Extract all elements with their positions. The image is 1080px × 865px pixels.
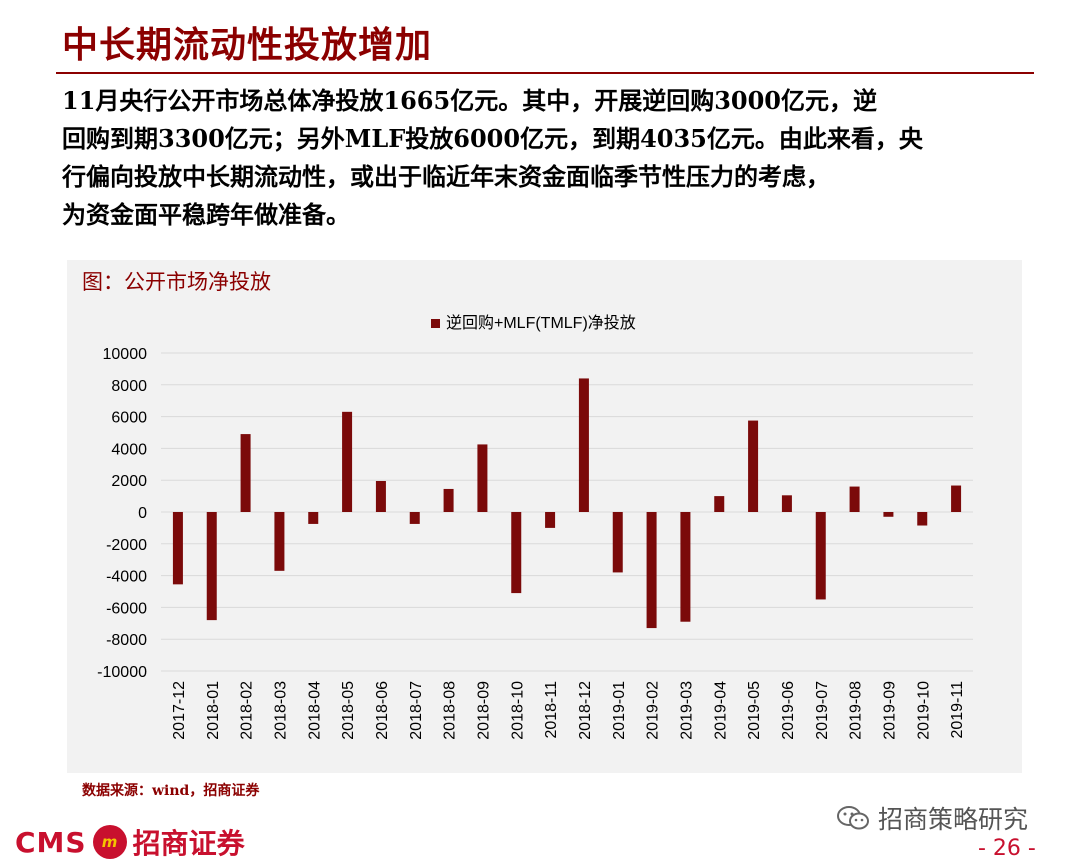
summary-line: 为资金面平稳跨年做准备。: [62, 200, 350, 229]
x-tick-label: 2017-12: [171, 681, 188, 740]
x-tick-label: 2018-08: [442, 681, 459, 740]
x-tick-label: 2018-01: [205, 681, 222, 740]
x-tick-label: 2018-09: [475, 681, 492, 740]
title-divider: [56, 72, 1034, 74]
x-tick-label: 2019-10: [915, 681, 932, 740]
bar: [477, 444, 488, 512]
wechat-watermark: 招商策略研究: [836, 800, 1028, 836]
chart-title: 图：公开市场净投放: [82, 270, 271, 294]
y-tick-label: -8000: [106, 632, 147, 649]
x-tick-label: 2018-04: [306, 681, 323, 740]
bar: [172, 512, 183, 585]
bar: [578, 378, 589, 512]
bar: [714, 496, 725, 512]
x-tick-label: 2018-06: [374, 681, 391, 740]
x-tick-label: 2018-07: [408, 681, 425, 740]
bar: [342, 411, 353, 512]
y-tick-label: 8000: [111, 378, 147, 395]
x-tick-label: 2019-07: [814, 681, 831, 740]
x-tick-label: 2019-02: [645, 681, 662, 740]
bar: [375, 480, 386, 512]
y-tick-label: -10000: [97, 664, 147, 681]
bar: [849, 486, 860, 512]
chart-panel: [67, 260, 1022, 773]
bar: [748, 420, 759, 512]
y-tick-label: 10000: [103, 346, 148, 363]
x-tick-label: 2018-12: [577, 681, 594, 740]
bar: [646, 512, 657, 629]
cms-logo-text: CMS: [15, 825, 87, 859]
bar: [240, 434, 251, 512]
bar: [511, 512, 522, 594]
y-tick-label: -2000: [106, 537, 147, 554]
y-tick-label: 0: [138, 505, 147, 522]
page-number: - 26 -: [978, 836, 1036, 861]
x-tick-label: 2019-09: [881, 681, 898, 740]
x-tick-label: 2018-10: [509, 681, 526, 740]
y-tick-label: 6000: [111, 410, 147, 427]
x-tick-label: 2019-11: [949, 681, 966, 739]
bar: [781, 495, 792, 512]
bar: [680, 512, 691, 622]
x-tick-label: 2018-11: [543, 681, 560, 739]
x-tick-label: 2019-01: [611, 681, 628, 740]
legend-swatch: [431, 319, 440, 328]
page-title: 中长期流动性投放增加: [62, 24, 433, 66]
data-source-note: 数据来源：wind，招商证券: [82, 783, 260, 799]
cms-badge-icon: m: [92, 825, 127, 859]
bar: [951, 485, 962, 512]
cms-logo: CMS m 招商证券: [15, 822, 245, 862]
net-injection-bar-chart: 10000 8000 6000 4000 2000 0 -2000 -4000 -6000 -80…: [97, 314, 973, 740]
wechat-icon: [837, 806, 869, 830]
x-tick-label: 2018-02: [239, 681, 256, 740]
bar: [612, 512, 623, 573]
bar: [308, 512, 319, 524]
x-tick-label: 2019-08: [848, 681, 865, 740]
bar: [545, 512, 556, 528]
x-tick-label: 2018-03: [272, 681, 289, 740]
summary-line: 11月央行公开市场总体净投放1665亿元。其中，开展逆回购3000亿元，逆: [62, 86, 877, 115]
summary-paragraph: 11月央行公开市场总体净投放1665亿元。其中，开展逆回购3000亿元，逆 回购…: [62, 82, 1037, 234]
x-tick-label: 2019-04: [712, 681, 729, 740]
bar: [443, 488, 454, 512]
bar: [917, 512, 928, 526]
x-tick-label: 2018-05: [340, 681, 357, 740]
wechat-account-name: 招商策略研究: [878, 805, 1029, 834]
summary-line: 行偏向投放中长期流动性，或出于临近年末资金面临季节性压力的考虑，: [62, 162, 830, 191]
bar: [815, 512, 826, 600]
bar: [274, 512, 285, 571]
bar: [883, 512, 894, 517]
summary-line: 回购到期3300亿元；另外MLF投放6000亿元，到期4035亿元。由此来看，央: [62, 124, 923, 153]
x-tick-label: 2019-05: [746, 681, 763, 740]
y-tick-label: -6000: [106, 600, 147, 617]
y-tick-label: 4000: [111, 441, 147, 458]
legend-label: 逆回购+MLF(TMLF)净投放: [446, 314, 636, 332]
bar: [206, 512, 217, 621]
x-tick-label: 2019-06: [780, 681, 797, 740]
cms-brand-name: 招商证券: [132, 827, 245, 860]
x-tick-label: 2019-03: [678, 681, 695, 740]
y-tick-label: -4000: [106, 569, 147, 586]
bar: [409, 512, 420, 524]
y-tick-label: 2000: [111, 473, 147, 490]
